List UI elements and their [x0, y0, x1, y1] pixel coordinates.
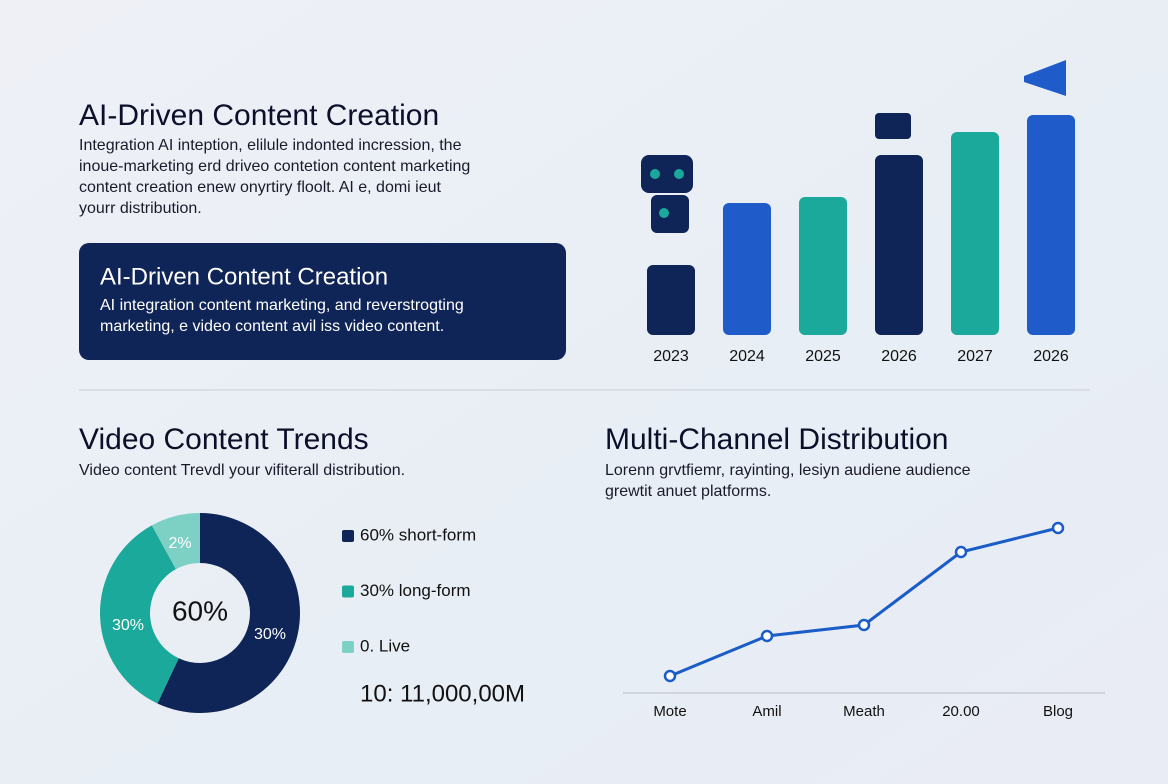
- slice-note: 30%: [112, 617, 144, 634]
- bar: [647, 265, 695, 335]
- x-tick-label: 20.00: [942, 703, 980, 720]
- bar: [951, 132, 999, 335]
- legend-label: 30% long-form: [360, 581, 471, 600]
- slice-note: 2%: [168, 535, 191, 552]
- distribution-title: Multi-Channel Distribution: [605, 423, 948, 456]
- bar: [1027, 115, 1075, 335]
- x-tick-label: 2026: [881, 348, 917, 365]
- x-tick-label: 2026: [1033, 348, 1069, 365]
- intro-text: Integration AI inteption, elilule indont…: [79, 137, 462, 154]
- bar: [723, 203, 771, 335]
- camera-icon: [875, 113, 911, 139]
- distribution-text: grewtit anuet platforms.: [605, 483, 771, 500]
- point: [760, 629, 774, 643]
- point: [954, 545, 968, 559]
- legend-swatch: [342, 585, 354, 598]
- x-tick-label: 2024: [729, 348, 765, 365]
- x-tick-label: 2023: [653, 348, 689, 365]
- legend-swatch: [342, 530, 354, 542]
- intro-text: yourr distribution.: [79, 200, 202, 217]
- point: [1051, 521, 1065, 535]
- x-tick-label: Amil: [752, 703, 781, 720]
- legend-label: 60% short-form: [360, 525, 476, 544]
- megaphone-icon: [1024, 60, 1066, 96]
- x-tick-label: Meath: [843, 703, 885, 720]
- pie-slice: [99, 525, 179, 704]
- video-title: Video Content Trends: [79, 423, 369, 456]
- bar: [875, 155, 923, 335]
- footnote: 10: 11,000,00M: [360, 680, 525, 707]
- pie-slice: [151, 513, 200, 570]
- callout-text: marketing, e video content avil iss vide…: [100, 318, 444, 335]
- distribution-text: Lorenn grvtfiemr, rayinting, lesiyn audi…: [605, 462, 971, 479]
- pie-slice: [157, 513, 300, 714]
- legend-label: 0. Live: [360, 636, 410, 655]
- slice-note: 30%: [254, 626, 286, 643]
- callout-text: AI integration content marketing, and re…: [100, 297, 464, 314]
- legend-swatch: [342, 641, 354, 653]
- x-tick-label: 2027: [957, 348, 993, 365]
- intro-text: content creation enew onyrtiry floolt. A…: [79, 179, 442, 196]
- x-tick-label: Mote: [653, 703, 686, 720]
- intro-text: inoue-marketing erd driveo contetion con…: [79, 158, 470, 175]
- robot-icon: [641, 155, 693, 233]
- bar: [799, 197, 847, 335]
- callout-title: AI-Driven Content Creation: [100, 263, 388, 290]
- video-subtitle: Video content Trevdl your vifiterall dis…: [79, 462, 405, 479]
- point: [663, 669, 677, 683]
- center-label: 60%: [172, 595, 228, 626]
- point: [857, 618, 871, 632]
- callout-box: [79, 243, 566, 360]
- x-tick-label: 2025: [805, 348, 841, 365]
- x-tick-label: Blog: [1043, 703, 1073, 720]
- intro-title: AI-Driven Content Creation: [79, 99, 439, 132]
